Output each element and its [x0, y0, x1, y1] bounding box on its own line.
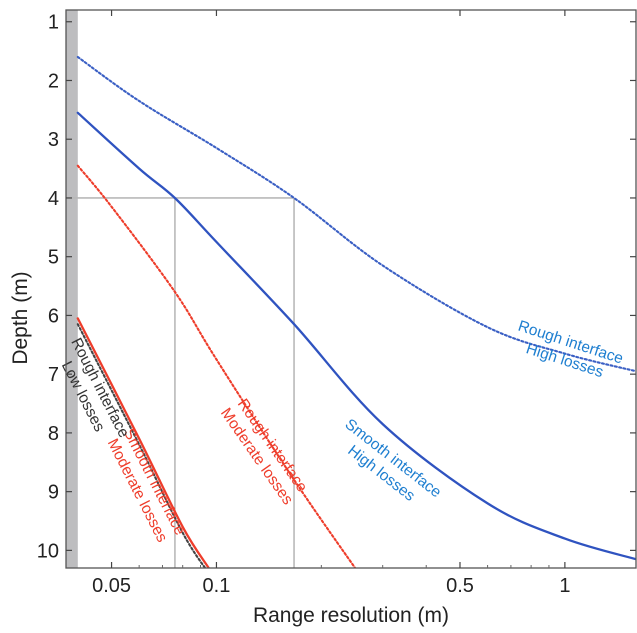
- series-line-5: [76, 323, 207, 568]
- y-tick-label-4: 4: [48, 188, 59, 210]
- series-line-4: [76, 317, 210, 568]
- y-tick-label-7: 7: [48, 364, 59, 386]
- plot-frame-layer: [65, 9, 637, 569]
- y-tick-label-8: 8: [48, 423, 59, 445]
- y-tick-label-5: 5: [48, 247, 59, 269]
- series-line-3: [76, 164, 357, 568]
- y-tick-label-9: 9: [48, 482, 59, 504]
- y-axis-label: Depth (m): [9, 271, 32, 364]
- x-axis-label: Range resolution (m): [253, 604, 449, 627]
- shaded-region-layer: [66, 10, 78, 568]
- series-line-2: [76, 111, 636, 561]
- y-tick-label-6: 6: [48, 305, 59, 327]
- plot-frame: [65, 9, 637, 569]
- series-layer: [76, 55, 636, 568]
- x-tick-label-0.05: 0.05: [92, 575, 131, 597]
- y-tick-label-10: 10: [37, 540, 59, 562]
- x-tick-label-0.1: 0.1: [203, 575, 231, 597]
- x-tick-label-0.5: 0.5: [446, 575, 474, 597]
- shaded-region: [66, 10, 78, 568]
- y-tick-label-1: 1: [48, 12, 59, 34]
- series-line-1: [76, 55, 636, 373]
- x-tick-label-1: 1: [559, 575, 570, 597]
- ticks-layer: 1 2 3 4 5 6 7 8 9 10 0.05 0.1 0.5 1: [37, 10, 636, 597]
- y-tick-label-2: 2: [48, 70, 59, 92]
- y-tick-label-3: 3: [48, 129, 59, 151]
